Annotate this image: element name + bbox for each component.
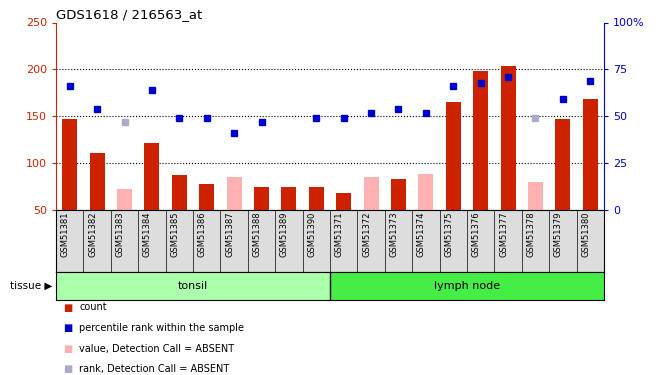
Bar bbox=[555, 119, 570, 210]
Text: ■: ■ bbox=[63, 323, 72, 333]
Text: GSM51376: GSM51376 bbox=[472, 212, 480, 258]
Bar bbox=[336, 193, 351, 210]
Bar bbox=[226, 201, 242, 210]
Text: GSM51386: GSM51386 bbox=[198, 212, 207, 258]
Text: GSM51380: GSM51380 bbox=[581, 212, 590, 257]
Text: lymph node: lymph node bbox=[434, 281, 500, 291]
Bar bbox=[172, 176, 187, 210]
Text: GSM51387: GSM51387 bbox=[225, 212, 234, 258]
Bar bbox=[528, 182, 543, 210]
Text: percentile rank within the sample: percentile rank within the sample bbox=[79, 323, 244, 333]
Text: ■: ■ bbox=[63, 303, 72, 312]
Text: GSM51375: GSM51375 bbox=[444, 212, 453, 257]
Bar bbox=[90, 153, 105, 210]
Bar bbox=[117, 189, 132, 210]
Bar bbox=[254, 187, 269, 210]
Text: GSM51389: GSM51389 bbox=[280, 212, 289, 257]
Text: GSM51385: GSM51385 bbox=[170, 212, 180, 257]
Text: GSM51377: GSM51377 bbox=[499, 212, 508, 258]
Bar bbox=[473, 71, 488, 210]
Bar bbox=[56, 272, 330, 300]
Bar bbox=[309, 187, 324, 210]
Text: GSM51382: GSM51382 bbox=[88, 212, 97, 257]
Bar bbox=[364, 177, 379, 210]
Text: GSM51384: GSM51384 bbox=[143, 212, 152, 257]
Text: GSM51379: GSM51379 bbox=[554, 212, 563, 257]
Bar bbox=[330, 272, 604, 300]
Bar bbox=[446, 102, 461, 210]
Text: GSM51372: GSM51372 bbox=[362, 212, 371, 257]
Text: GSM51388: GSM51388 bbox=[253, 212, 261, 258]
Text: rank, Detection Call = ABSENT: rank, Detection Call = ABSENT bbox=[79, 364, 230, 374]
Text: tonsil: tonsil bbox=[178, 281, 208, 291]
Bar bbox=[391, 179, 406, 210]
Text: count: count bbox=[79, 303, 107, 312]
Text: GSM51373: GSM51373 bbox=[389, 212, 399, 258]
Bar bbox=[145, 144, 160, 210]
Bar bbox=[226, 177, 242, 210]
Bar bbox=[62, 119, 77, 210]
Text: ■: ■ bbox=[63, 364, 72, 374]
Text: GSM51374: GSM51374 bbox=[417, 212, 426, 257]
Text: GSM51390: GSM51390 bbox=[308, 212, 316, 257]
Text: GSM51381: GSM51381 bbox=[61, 212, 70, 257]
Text: ■: ■ bbox=[63, 344, 72, 354]
Text: GSM51371: GSM51371 bbox=[335, 212, 344, 257]
Text: GDS1618 / 216563_at: GDS1618 / 216563_at bbox=[56, 8, 203, 21]
Bar bbox=[199, 184, 214, 210]
Bar bbox=[418, 174, 434, 210]
Bar bbox=[281, 187, 296, 210]
Text: value, Detection Call = ABSENT: value, Detection Call = ABSENT bbox=[79, 344, 234, 354]
Bar bbox=[583, 99, 598, 210]
Text: GSM51383: GSM51383 bbox=[115, 212, 125, 258]
Text: tissue ▶: tissue ▶ bbox=[11, 281, 53, 291]
Bar bbox=[500, 66, 515, 210]
Text: GSM51378: GSM51378 bbox=[527, 212, 535, 258]
